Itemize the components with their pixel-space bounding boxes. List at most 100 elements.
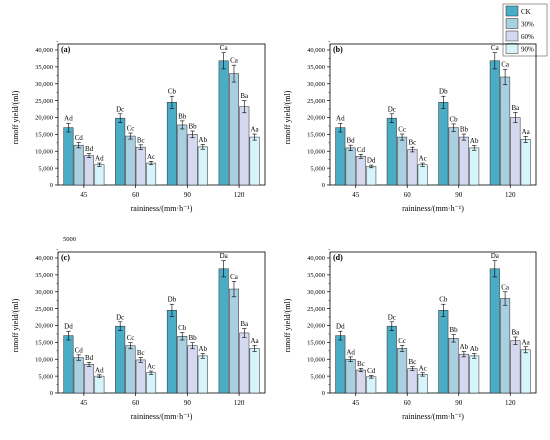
y-tick-label: 15,000: [307, 132, 325, 139]
x-tick-label: 45: [352, 399, 360, 407]
bar: [125, 135, 136, 186]
bar: [239, 106, 250, 186]
significance-label: Ac: [419, 364, 427, 372]
y-tick-label: 40,000: [35, 255, 53, 262]
significance-label: Db: [439, 88, 448, 96]
y-tick-label: 25,000: [307, 306, 325, 313]
stray-tick-label: 5000: [63, 236, 76, 243]
significance-label: Ab: [470, 137, 479, 145]
bar: [386, 325, 397, 394]
bar: [228, 73, 239, 186]
legend-swatch: [505, 30, 519, 42]
bar: [218, 60, 229, 186]
significance-label: Bc: [409, 139, 417, 147]
x-tick-label: 60: [404, 191, 412, 199]
panel-d: 0 5,000 10,000 15,000 20,000 25,000 30,000 35,0…: [283, 249, 537, 421]
bar: [73, 144, 84, 186]
bar: [187, 345, 198, 394]
panel-label: (a): [61, 45, 71, 54]
y-tick-label: 25,000: [307, 98, 325, 105]
significance-label: Ca: [501, 61, 510, 69]
bar: [469, 355, 480, 394]
significance-label: Cb: [450, 115, 459, 123]
bar: [63, 127, 74, 186]
bar: [407, 368, 418, 394]
significance-label: Ca: [220, 44, 229, 52]
bar: [249, 136, 260, 186]
bar: [335, 335, 346, 394]
x-tick-label: 90: [184, 191, 192, 199]
bar: [469, 147, 480, 186]
significance-label: Bc: [409, 358, 417, 366]
significance-label: Ab: [460, 343, 469, 351]
bar: [73, 357, 84, 394]
bar: [407, 149, 418, 186]
significance-label: Ad: [346, 348, 355, 356]
x-axis-label: raininess/(mm·h⁻¹): [402, 204, 464, 213]
bar: [177, 124, 188, 186]
significance-label: Bc: [137, 349, 145, 357]
significance-label: Ba: [512, 104, 521, 112]
significance-label: Bb: [178, 112, 187, 120]
legend-label: CK: [521, 8, 531, 16]
bar: [187, 134, 198, 186]
plot-frame: [329, 251, 537, 394]
significance-label: Ca: [501, 283, 510, 291]
bar: [366, 376, 377, 394]
y-tick-label: 30,000: [307, 289, 325, 296]
plot-frame: [57, 251, 266, 394]
panel-c: 0 5,000 10,000 15,000 20,000 25,000 30,000 35,0…: [11, 249, 266, 421]
y-axis-label: runoff yield/(ml): [11, 298, 20, 352]
significance-label: Ad: [64, 115, 73, 123]
bar: [249, 348, 260, 394]
significance-label: Dc: [116, 105, 124, 113]
significance-label: Ad: [95, 155, 104, 163]
y-tick-label: 5,000: [38, 373, 53, 380]
significance-label: Bc: [357, 360, 365, 368]
y-tick-label: 35,000: [35, 64, 53, 71]
bar: [510, 117, 521, 186]
significance-label: Bd: [347, 137, 356, 145]
bar: [94, 164, 105, 186]
y-tick-label: 15,000: [35, 132, 53, 139]
y-tick-label: 35,000: [307, 64, 325, 71]
legend-swatch: [505, 5, 519, 17]
y-tick-label: 35,000: [35, 272, 53, 279]
significance-label: Ac: [147, 153, 155, 161]
significance-label: Ba: [512, 328, 521, 336]
bar: [146, 372, 157, 394]
bar: [239, 332, 250, 394]
bar: [177, 336, 188, 394]
y-tick-label: 10,000: [35, 356, 53, 363]
bar: [218, 268, 229, 394]
significance-label: Cb: [178, 324, 187, 332]
y-tick-label: 0: [50, 390, 53, 397]
plot-frame: [329, 43, 537, 186]
significance-label: Bb: [188, 334, 197, 342]
bar: [197, 146, 208, 186]
significance-label: Cb: [168, 88, 177, 96]
bar: [448, 127, 459, 186]
bar: [355, 156, 366, 186]
significance-label: Ca: [491, 44, 500, 52]
bar: [489, 60, 500, 186]
y-tick-label: 0: [322, 182, 325, 189]
bar: [510, 340, 521, 394]
bar: [345, 147, 356, 186]
x-tick-label: 120: [234, 399, 245, 407]
significance-label: Da: [491, 252, 500, 260]
panel-label: (b): [333, 45, 343, 54]
bar: [228, 288, 239, 394]
x-tick-label: 60: [404, 399, 412, 407]
y-tick-label: 0: [50, 182, 53, 189]
y-tick-label: 10,000: [35, 148, 53, 155]
significance-label: Cd: [75, 134, 84, 142]
significance-label: Dc: [116, 313, 124, 321]
y-tick-label: 0: [322, 390, 325, 397]
significance-label: Dd: [367, 157, 376, 165]
significance-label: Cc: [127, 125, 135, 133]
y-tick-label: 30,000: [35, 81, 53, 88]
panel-label: (d): [333, 253, 343, 262]
y-tick-label: 15,000: [307, 340, 325, 347]
